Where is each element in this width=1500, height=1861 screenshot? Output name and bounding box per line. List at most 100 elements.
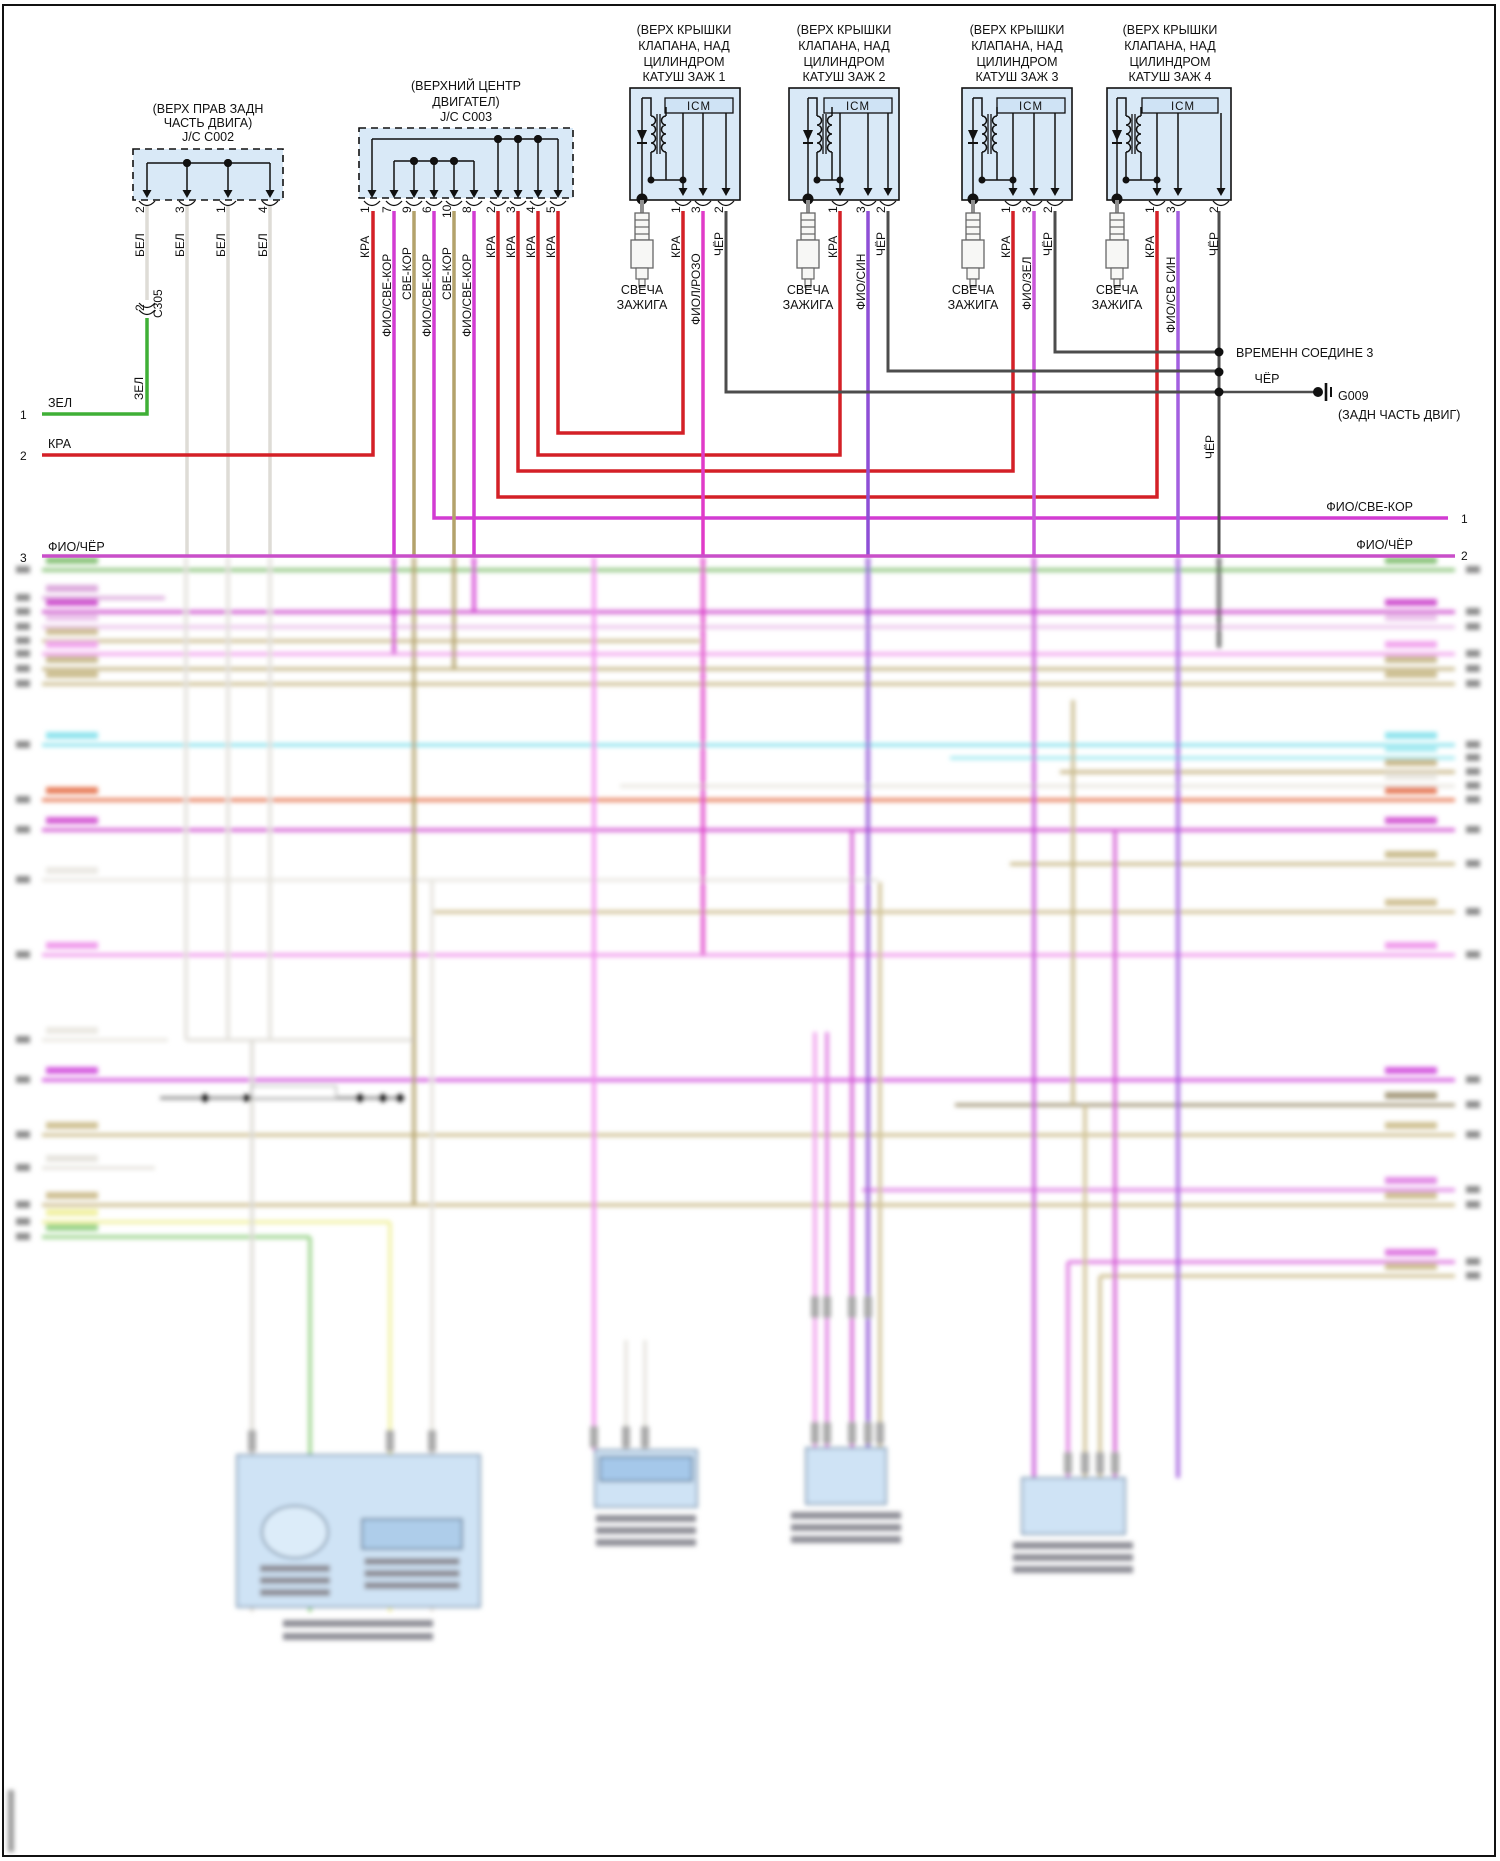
rotated-wire-label: 3	[504, 206, 518, 213]
connector-symbol	[1169, 200, 1187, 207]
junction-dot	[514, 135, 522, 143]
rotated-wire-label: ЧЁР	[1041, 232, 1055, 256]
left-wire1-number: 1	[20, 408, 27, 422]
jc-c003-title-line1: (ВЕРХНИЙ ЦЕНТР	[410, 79, 522, 93]
rotated-wire-label: 7	[380, 206, 394, 213]
blurred-text	[791, 1524, 901, 1531]
pin-arrow	[883, 188, 893, 196]
blurred-text	[1013, 1554, 1133, 1561]
spark-plug-hex	[635, 267, 649, 280]
blurred-junction-dot	[243, 1094, 251, 1102]
spark-plug-body	[961, 239, 985, 269]
blurred-text	[364, 1582, 460, 1589]
spark-plug-tip	[1113, 278, 1121, 288]
cher-wire-label: ЧЁР	[1254, 372, 1280, 386]
wire-cher-coil3	[1053, 211, 1219, 354]
coil2-title-4: КАТУШ ЗАЖ 2	[802, 70, 886, 84]
connector-symbol	[138, 302, 156, 309]
rotated-wire-label: 2	[133, 304, 147, 311]
connector-symbol	[405, 200, 423, 207]
wire-cher-coil1	[724, 211, 1219, 394]
blurred-connector-stub	[848, 1296, 856, 1318]
wire-zel	[42, 318, 149, 416]
connector-symbol	[1004, 200, 1022, 207]
blurred-connector-stub	[1096, 1452, 1104, 1474]
junction-dot	[1122, 176, 1130, 184]
wire-cher-coil2	[886, 211, 1219, 373]
diode	[1112, 130, 1122, 141]
blurred-connector-stub	[1111, 1452, 1119, 1474]
blurred-connector-stub	[811, 1296, 819, 1318]
rotated-wire-label: 1	[669, 206, 683, 213]
connector-symbol	[385, 200, 403, 207]
rotated-wire-label: 2	[874, 206, 888, 213]
connector-symbol	[219, 200, 237, 207]
pin-arrow	[429, 190, 439, 198]
blurred-connector-stub	[811, 1422, 819, 1444]
coil3-title-1: (ВЕРХ КРЫШКИ	[969, 23, 1065, 37]
junction-dot	[410, 157, 418, 165]
spark1-label-2: ЗАЖИГА	[616, 298, 668, 312]
left-kra-label: КРА	[48, 437, 72, 451]
rotated-wire-label: ФИО/СВЕ-КОР	[380, 254, 394, 337]
junction-dot	[1214, 347, 1224, 357]
right-wire1-number: 1	[1461, 512, 1468, 526]
pin-arrow	[1216, 188, 1226, 196]
spark-plug-hex	[801, 267, 815, 280]
rotated-wire-label: ЗЕЛ	[132, 377, 146, 400]
connector-symbol	[529, 200, 547, 207]
rotated-wire-label: КРА	[999, 236, 1013, 258]
connector-symbol	[879, 200, 897, 207]
blurred-connector-stub	[823, 1296, 831, 1318]
wire-kra-coil2	[536, 211, 842, 457]
blurred-component-box	[251, 1085, 337, 1099]
rotated-wire-label: 10	[440, 204, 454, 218]
connector-symbol	[1212, 200, 1230, 207]
wire	[642, 97, 652, 116]
blurred-junction-dot	[396, 1094, 404, 1102]
connector-symbol	[509, 200, 527, 207]
rotated-wire-label: 3	[173, 206, 187, 213]
coil2-title-2: КЛАПАНА, НАД	[798, 39, 890, 53]
blurred-text	[1013, 1566, 1133, 1573]
connector-symbol	[549, 200, 567, 207]
rotated-wire-label: 6	[420, 206, 434, 213]
spark-plug-hex	[966, 267, 980, 280]
pin-arrow	[142, 190, 152, 198]
rotated-wire-label: 4	[256, 206, 270, 213]
spark-junction-dot	[802, 193, 814, 205]
blurred-motor-symbol	[261, 1505, 329, 1559]
coil1-title-4: КАТУШ ЗАЖ 1	[642, 70, 726, 84]
connector-symbol	[674, 200, 692, 207]
rotated-wire-label: ЧЁР	[874, 232, 888, 256]
rotated-wire-label: 3	[854, 206, 868, 213]
rotated-wire-label: 2	[1041, 206, 1055, 213]
rotated-wire-label: КРА	[544, 236, 558, 258]
spark2-label-1: СВЕЧА	[786, 283, 830, 297]
connector-symbol	[445, 200, 463, 207]
icm-box	[1141, 97, 1219, 114]
connector-symbol	[694, 200, 712, 207]
connector-symbol	[138, 200, 156, 207]
pin-arrow	[835, 188, 845, 196]
coil1-title-2: КЛАПАНА, НАД	[638, 39, 730, 53]
junction-dot	[494, 135, 502, 143]
pin-arrow	[1029, 188, 1039, 196]
rotated-wire-label: ФИОЛ/РОЗО	[689, 253, 703, 325]
wire-kra-coil3	[516, 211, 1015, 473]
junction-dot	[647, 176, 655, 184]
left-wire3-number: 3	[20, 551, 27, 565]
blurred-text	[283, 1620, 433, 1627]
secondary-winding	[660, 115, 667, 153]
rotated-wire-label: КРА	[1143, 236, 1157, 258]
diode	[803, 130, 813, 141]
rotated-wire-label: 2	[712, 206, 726, 213]
icm-box	[996, 97, 1066, 114]
page-frame	[2, 4, 1496, 1857]
temporary-splice-label: ВРЕМЕНН СОЕДИНЕ 3	[1236, 346, 1374, 360]
coil1-title-1: (ВЕРХ КРЫШКИ	[636, 23, 732, 37]
rotated-wire-label: 2	[1207, 206, 1221, 213]
blurred-text	[364, 1570, 460, 1577]
pin-arrow	[533, 190, 543, 198]
blurred-connector-stub	[428, 1430, 436, 1452]
